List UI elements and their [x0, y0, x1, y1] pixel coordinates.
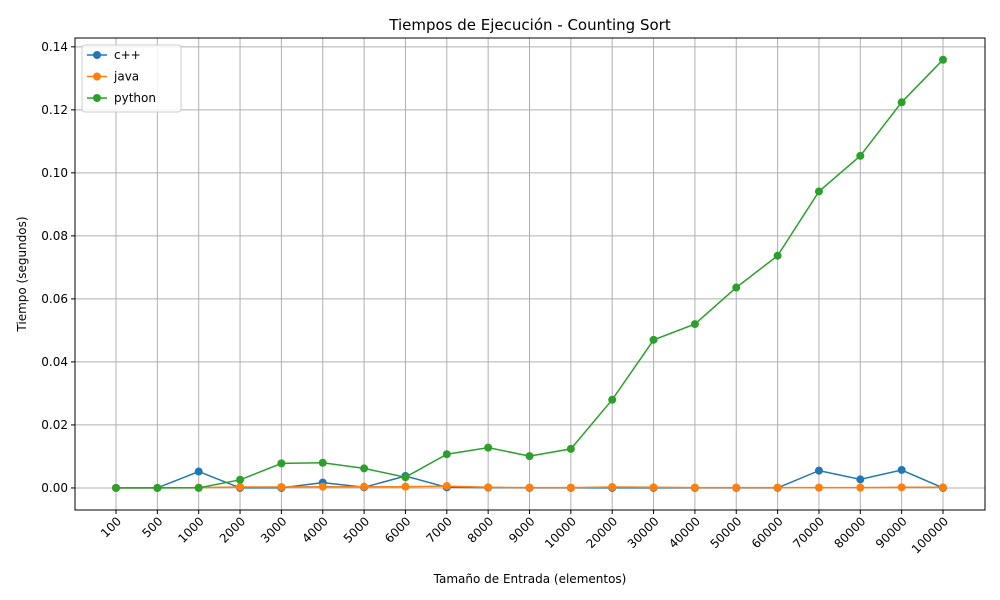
data-point-java: [690, 483, 699, 492]
y-tick-label: 0.06: [41, 292, 68, 306]
series-group: [112, 55, 947, 492]
y-axis: 0.00 0.02 0.04 0.06 0.08 0.10 0.12 0.14: [41, 40, 75, 495]
data-point-python: [856, 151, 865, 160]
data-point-python: [732, 283, 741, 292]
data-point-java: [277, 482, 286, 491]
data-point-java: [566, 483, 575, 492]
data-point-python: [897, 98, 906, 107]
data-point-python: [277, 459, 286, 468]
data-point-python: [566, 444, 575, 453]
data-point-java: [401, 482, 410, 491]
data-point-java: [318, 482, 327, 491]
data-point-python: [153, 483, 162, 492]
legend-box: [81, 44, 182, 113]
data-point-c++: [814, 466, 823, 475]
chart-title: Tiempos de Ejecución - Counting Sort: [388, 16, 671, 34]
data-point-java: [773, 483, 782, 492]
legend: c++ java python: [81, 44, 182, 113]
legend-label-c++: c++: [114, 48, 141, 62]
data-point-python: [939, 55, 947, 64]
data-point-java: [814, 483, 823, 492]
data-point-python: [112, 483, 120, 492]
data-point-java: [360, 482, 369, 491]
data-point-c++: [194, 467, 203, 476]
data-point-python: [318, 458, 327, 467]
y-axis-title: Tiempo (segundos): [15, 216, 29, 332]
data-point-python: [442, 450, 451, 459]
data-point-java: [236, 482, 245, 491]
data-point-java: [442, 482, 451, 491]
legend-marker-java: [93, 72, 101, 81]
legend-marker-python: [93, 94, 101, 102]
legend-label-java: java: [113, 70, 139, 84]
y-tick-label: 0.12: [41, 103, 68, 117]
data-point-python: [773, 251, 782, 260]
data-point-java: [608, 482, 617, 491]
data-point-java: [732, 483, 741, 492]
data-point-java: [649, 483, 658, 492]
data-point-c++: [856, 475, 865, 484]
legend-label-python: python: [114, 91, 156, 105]
data-point-python: [194, 483, 203, 492]
legend-marker-c++: [93, 51, 101, 59]
y-tick-label: 0.04: [41, 355, 68, 369]
data-point-python: [360, 464, 369, 473]
y-tick-label: 0.14: [41, 40, 68, 54]
data-point-python: [690, 320, 699, 329]
data-point-python: [484, 443, 493, 452]
data-point-c++: [897, 465, 906, 474]
data-point-python: [525, 452, 534, 461]
data-point-java: [525, 483, 534, 492]
y-tick-label: 0.02: [41, 418, 68, 432]
y-tick-label: 0.10: [41, 166, 68, 180]
data-point-python: [236, 475, 245, 484]
data-point-python: [814, 187, 823, 196]
data-point-java: [939, 483, 947, 492]
x-axis-title: Tamaño de Entrada (elementos): [433, 572, 627, 586]
data-point-java: [484, 483, 493, 492]
data-point-python: [401, 473, 410, 482]
y-tick-label: 0.08: [41, 229, 68, 243]
y-tick-label: 0.00: [41, 481, 68, 495]
data-point-java: [856, 483, 865, 492]
data-point-python: [649, 335, 658, 344]
data-point-python: [608, 395, 617, 404]
data-point-java: [897, 483, 906, 492]
